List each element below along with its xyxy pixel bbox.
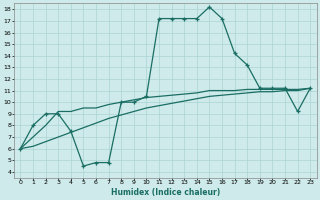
X-axis label: Humidex (Indice chaleur): Humidex (Indice chaleur) — [111, 188, 220, 197]
